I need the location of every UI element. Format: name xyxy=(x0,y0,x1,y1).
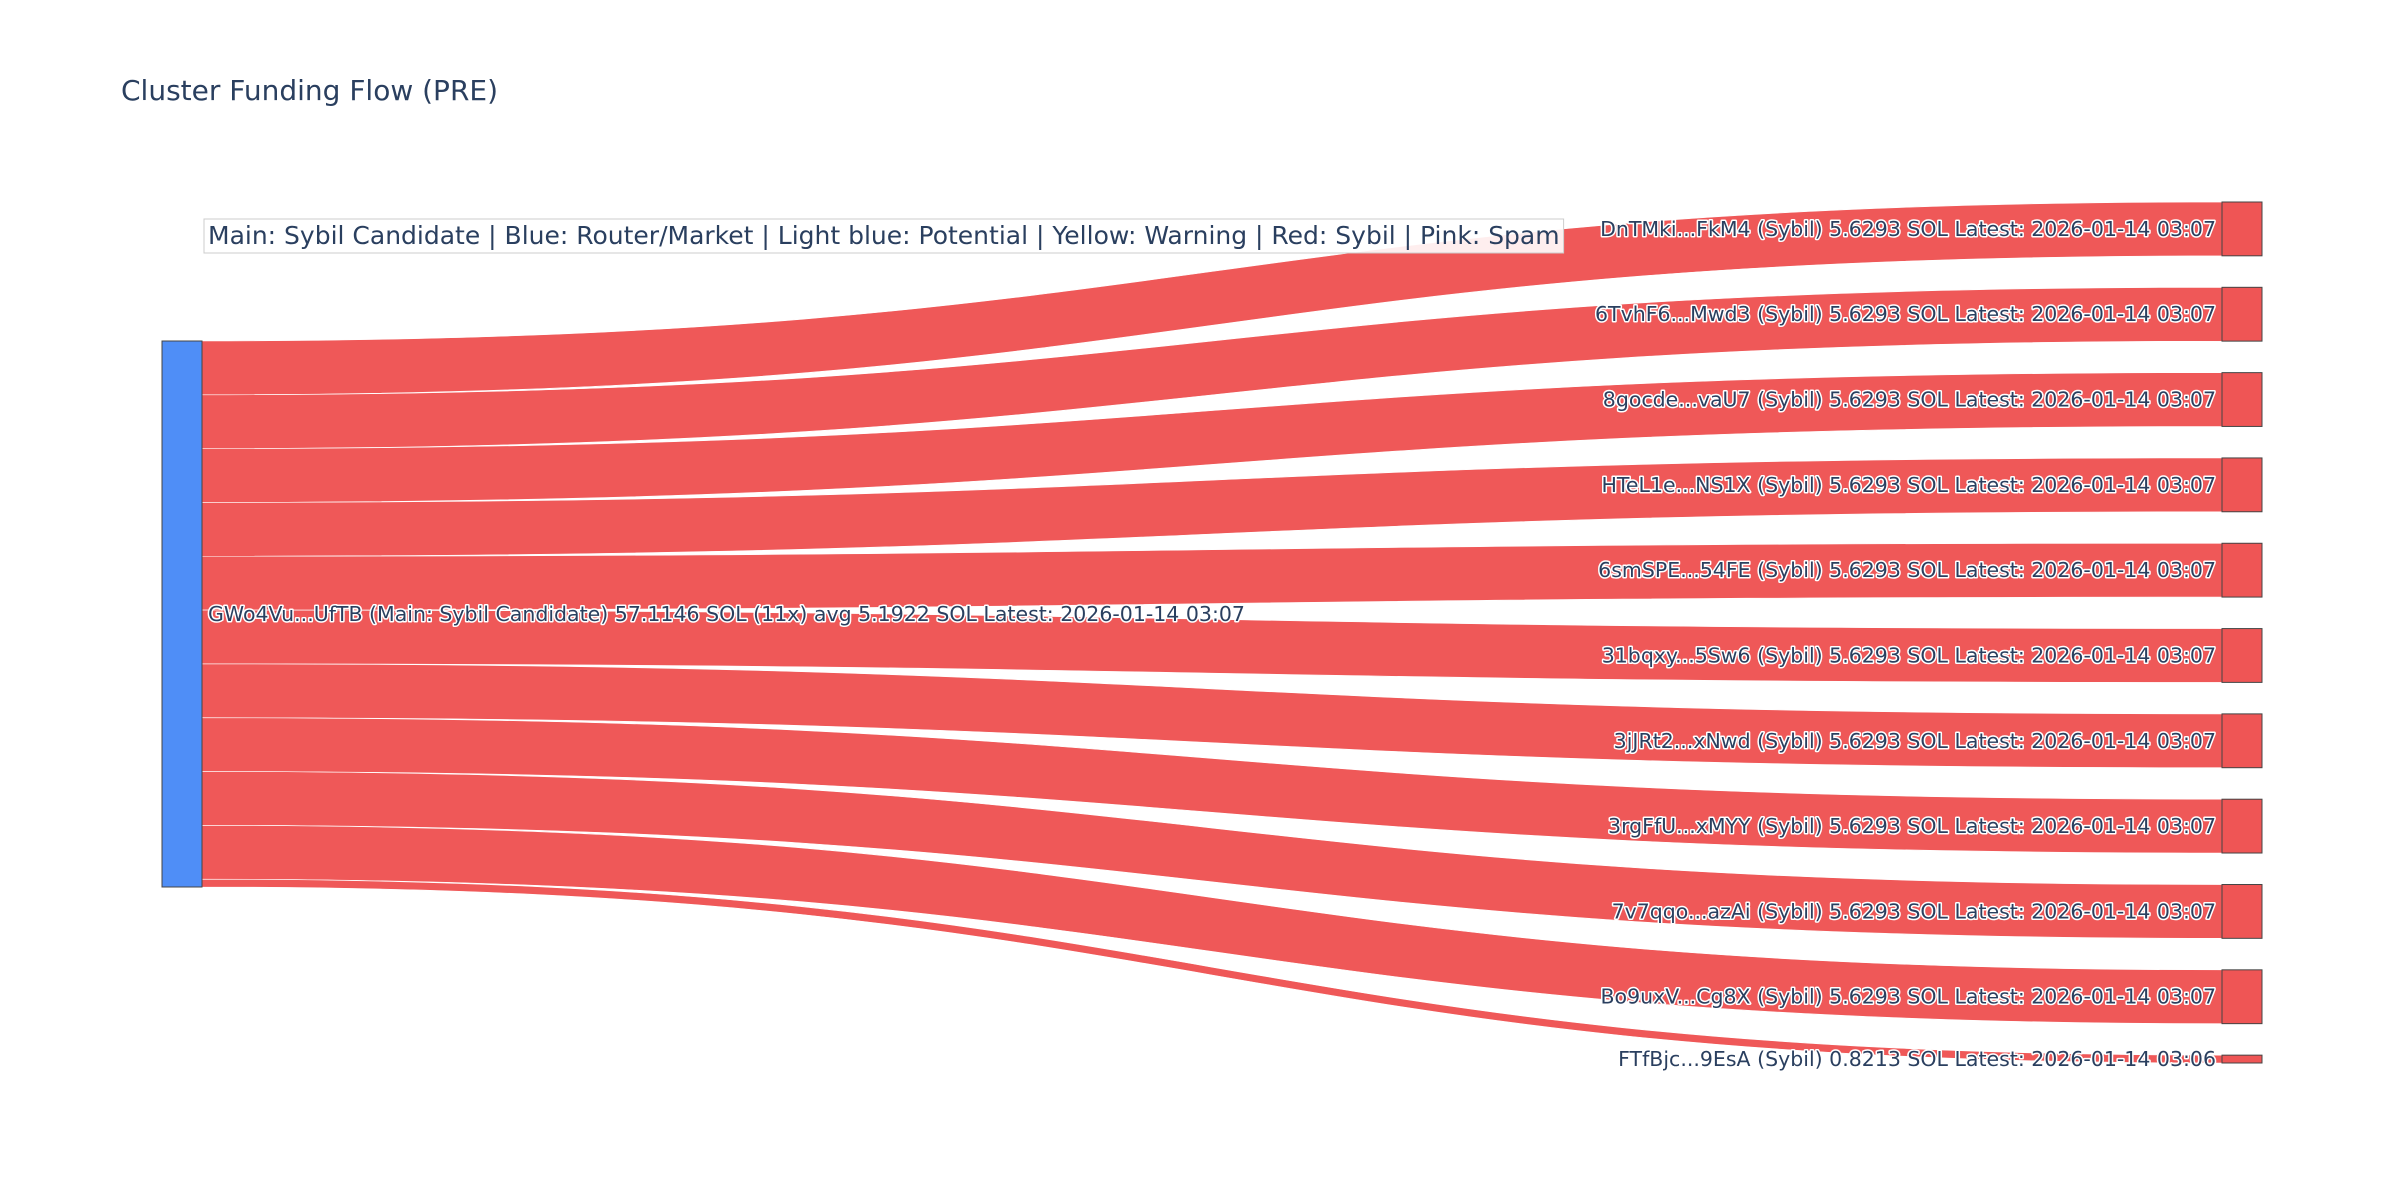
target-node-label-31bqxy-5sw6: 31bqxy...5Sw6 (Sybil) 5.6293 SOL Latest:… xyxy=(1602,643,2216,667)
target-node-label-ftfbjc-9esa: FTfBjc...9EsA (Sybil) 0.8213 SOL Latest:… xyxy=(1618,1047,2216,1071)
target-node-dntmki-fkm4[interactable] xyxy=(2221,201,2263,257)
target-node-label-dntmki-fkm4: DnTMki...FkM4 (Sybil) 5.6293 SOL Latest:… xyxy=(1600,217,2216,241)
source-node-label: GWo4Vu...UfTB (Main: Sybil Candidate) 57… xyxy=(208,602,1245,626)
target-node-6tvhf6-mwd3[interactable] xyxy=(2221,286,2263,342)
target-node-label-6tvhf6-mwd3: 6TvhF6...Mwd3 (Sybil) 5.6293 SOL Latest:… xyxy=(1595,302,2216,326)
target-node-label-3rgffu-xmyy: 3rgFfU...xMYY (Sybil) 5.6293 SOL Latest:… xyxy=(1608,814,2216,838)
target-node-8gocde-vau7[interactable] xyxy=(2221,372,2263,427)
flow-links xyxy=(201,201,2223,1064)
target-node-3rgffu-xmyy[interactable] xyxy=(2221,798,2263,854)
target-node-bo9uxv-cg8x[interactable] xyxy=(2221,969,2263,1025)
target-node-31bqxy-5sw6[interactable] xyxy=(2221,628,2263,683)
target-node-label-3jjrt2-xnwd: 3jJRt2...xNwd (Sybil) 5.6293 SOL Latest:… xyxy=(1614,729,2216,753)
legend-box xyxy=(203,218,1565,254)
target-node-label-7v7qqo-azai: 7v7qqo...azAi (Sybil) 5.6293 SOL Latest:… xyxy=(1612,899,2216,923)
target-node-ftfbjc-9esa[interactable] xyxy=(2221,1054,2263,1064)
target-node-6smspe-54fe[interactable] xyxy=(2221,542,2263,598)
target-node-label-8gocde-vau7: 8gocde...vaU7 (Sybil) 5.6293 SOL Latest:… xyxy=(1603,388,2216,412)
color-legend-annotation: Main: Sybil Candidate | Blue: Router/Mar… xyxy=(203,218,1565,254)
legend-text: Main: Sybil Candidate | Blue: Router/Mar… xyxy=(208,221,1560,250)
target-node-3jjrt2-xnwd[interactable] xyxy=(2221,713,2263,769)
target-node-label-bo9uxv-cg8x: Bo9uxV...Cg8X (Sybil) 5.6293 SOL Latest:… xyxy=(1600,985,2216,1009)
source-node-gwo4vu-uftb[interactable] xyxy=(161,340,203,888)
target-node-label-6smspe-54fe: 6smSPE...54FE (Sybil) 5.6293 SOL Latest:… xyxy=(1598,558,2216,582)
target-node-7v7qqo-azai[interactable] xyxy=(2221,884,2263,939)
chart-title: Cluster Funding Flow (PRE) xyxy=(121,74,498,107)
flow-nodes xyxy=(161,201,2263,1064)
node-labels: GWo4Vu...UfTB (Main: Sybil Candidate) 57… xyxy=(207,215,2218,1072)
target-node-label-htel1e-ns1x: HTeL1e...NS1X (Sybil) 5.6293 SOL Latest:… xyxy=(1601,473,2216,497)
target-node-htel1e-ns1x[interactable] xyxy=(2221,457,2263,513)
